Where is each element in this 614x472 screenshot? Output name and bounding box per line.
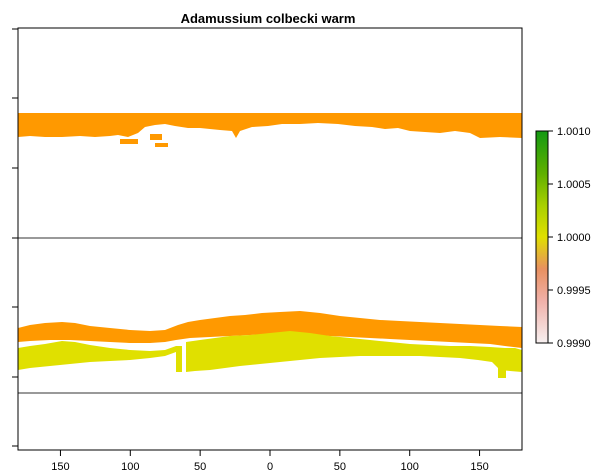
legend-tick-label: 1.0005 — [557, 179, 591, 191]
x-tick-label: 50 — [194, 461, 206, 472]
plot-frame — [17, 27, 523, 451]
x-tick-label: 100 — [401, 461, 419, 472]
south-yellow-region — [18, 341, 182, 372]
legend-colorbar — [535, 130, 549, 344]
map-title: Adamussium colbecki warm — [181, 11, 356, 26]
x-axis: 150 100 50 0 50 100 150 — [51, 450, 489, 472]
x-tick-label: 150 — [51, 461, 69, 472]
south-yellow-fringe — [498, 364, 506, 378]
y-axis-ticks — [12, 28, 18, 447]
north-orange-fringe — [120, 134, 168, 147]
legend-tick-label: 1.0000 — [557, 232, 591, 244]
legend-tick-label: 1.0010 — [557, 126, 591, 138]
north-orange-region — [18, 113, 522, 138]
south-orange-region — [18, 311, 522, 348]
x-tick-label: 100 — [121, 461, 139, 472]
legend: 1.0010 1.0005 1.0000 0.9995 0.9990 — [535, 126, 591, 350]
southern-bands — [18, 311, 522, 378]
south-yellow-region-east — [186, 331, 522, 372]
northern-warm-band — [18, 113, 522, 147]
legend-ticks: 1.0010 1.0005 1.0000 0.9995 0.9990 — [548, 126, 591, 350]
legend-tick-label: 0.9990 — [557, 338, 591, 350]
x-tick-label: 150 — [470, 461, 488, 472]
legend-tick-label: 0.9995 — [557, 285, 591, 297]
x-tick-label: 0 — [267, 461, 273, 472]
x-tick-label: 50 — [334, 461, 346, 472]
